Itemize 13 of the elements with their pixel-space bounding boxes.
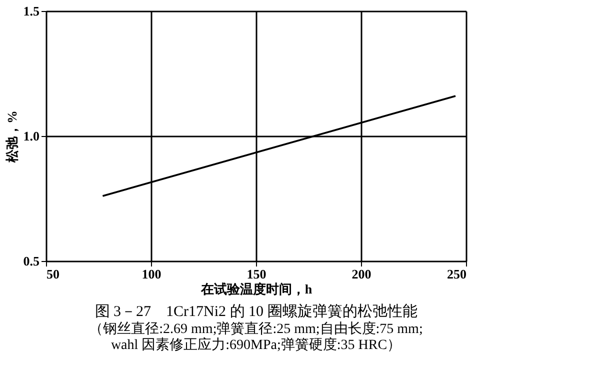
text: wahl 因素修正应力:690MPa;弹簧硬度:35 HRC）: [110, 337, 402, 353]
x-tick-label: 250: [447, 266, 466, 282]
text: 图 3－27 1Cr17Ni2 的 10 圈螺旋弹簧的松弛性能: [94, 303, 418, 320]
y-tick-label: 1.5: [23, 4, 40, 18]
text: （钢丝直径:2.69 mm;弹簧直径:25 mm;自由长度:75 mm;: [89, 321, 423, 337]
x-tick-label: 100: [142, 266, 162, 282]
y-axis-title: 松弛，%: [4, 110, 20, 164]
x-tick-label: 150: [246, 266, 266, 282]
x-tick-label: 50: [46, 266, 60, 282]
x-axis-title: 在试验温度时间，h: [200, 282, 313, 296]
y-tick-label: 0.5: [23, 254, 40, 268]
x-tick-label: 200: [352, 266, 372, 282]
y-tick-label: 1.0: [23, 128, 40, 144]
